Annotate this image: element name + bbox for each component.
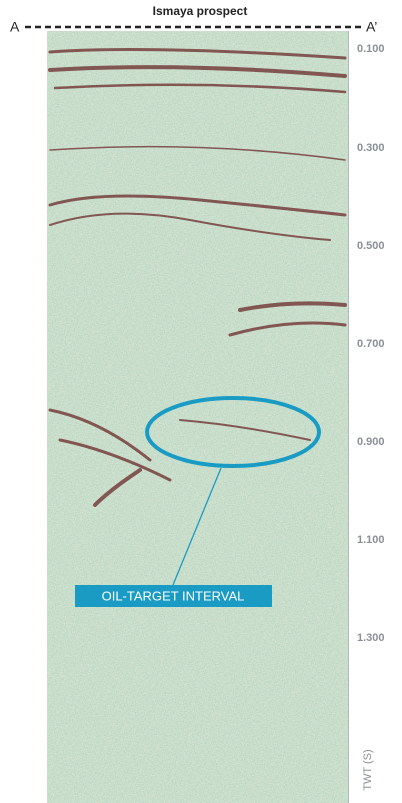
- title: Ismaya prospect: [153, 4, 248, 18]
- callout-text: OIL-TARGET INTERVAL: [102, 588, 245, 603]
- tick-label: 1.100: [357, 534, 385, 546]
- tick-label: 0.500: [357, 240, 385, 252]
- tick-label: 0.100: [357, 43, 385, 55]
- section-start: A: [10, 19, 20, 35]
- callout-box: [75, 585, 272, 607]
- tick-label: 1.300: [357, 632, 385, 644]
- seismic-panel: [47, 31, 349, 803]
- tick-label: 0.900: [357, 436, 385, 448]
- tick-label: 0.700: [357, 338, 385, 350]
- callout-line: [172, 467, 222, 586]
- annotation: OIL-TARGET INTERVAL: [75, 396, 321, 607]
- target-ellipse: [145, 396, 321, 468]
- section-end: A’: [366, 19, 377, 35]
- axis-label: TWT (S): [362, 749, 374, 790]
- tick-label: 0.300: [357, 142, 385, 154]
- axis: 0.100 0.300 0.500 0.700 0.900 1.100 1.30…: [357, 43, 385, 791]
